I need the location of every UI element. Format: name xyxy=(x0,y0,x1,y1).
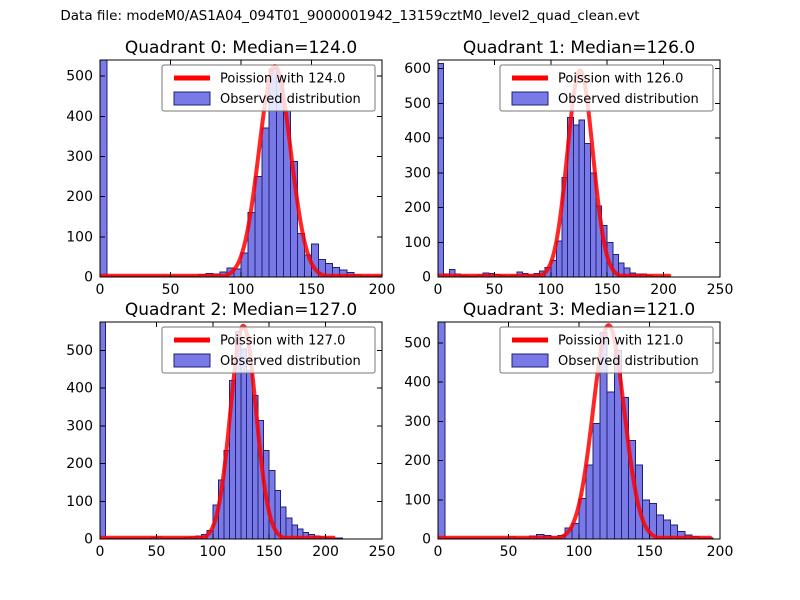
svg-text:0: 0 xyxy=(96,282,105,298)
svg-text:500: 500 xyxy=(404,96,431,112)
y-tick-labels: 0 100 200 300 400 500 xyxy=(404,335,431,547)
svg-text:0: 0 xyxy=(434,544,443,560)
figure-title: Data file: modeM0/AS1A04_094T01_90000019… xyxy=(60,8,640,24)
svg-text:200: 200 xyxy=(707,544,734,560)
legend: Poission with 126.0 Observed distribution xyxy=(499,64,714,112)
x-tick-labels: 0 50 100 150 200 xyxy=(434,544,734,560)
svg-text:300: 300 xyxy=(66,418,93,434)
axes-frame xyxy=(437,59,721,278)
svg-text:500: 500 xyxy=(404,335,431,351)
poisson-fit-curve xyxy=(437,323,713,540)
svg-text:200: 200 xyxy=(312,544,339,560)
svg-text:100: 100 xyxy=(199,544,226,560)
svg-text:300: 300 xyxy=(66,149,93,165)
svg-text:100: 100 xyxy=(566,544,593,560)
legend: Poission with 127.0 Observed distribution xyxy=(161,326,376,374)
y-tick-labels: 0 100 200 300 400 500 xyxy=(66,343,93,548)
subplot-title: Quadrant 2: Median=127.0 xyxy=(125,300,357,320)
svg-text:400: 400 xyxy=(66,109,93,125)
svg-text:150: 150 xyxy=(256,544,283,560)
quadrant-3-plot: 0 50 100 150 200 0 100 200 300 400 500 Quadrant 3: … xyxy=(404,300,733,560)
legend-box xyxy=(499,64,714,112)
svg-text:50: 50 xyxy=(485,282,503,298)
axis-ticks xyxy=(99,60,383,278)
legend: Poission with 121.0 Observed distribution xyxy=(499,326,714,374)
svg-text:0: 0 xyxy=(422,270,431,286)
svg-text:600: 600 xyxy=(404,61,431,77)
legend-patch-sample xyxy=(511,353,549,368)
subplot-title: Quadrant 1: Median=126.0 xyxy=(463,38,695,58)
poisson-fit-curve xyxy=(99,323,336,540)
legend-observed-label: Observed distribution xyxy=(220,354,361,369)
svg-text:150: 150 xyxy=(636,544,663,560)
quadrant-2-plot: 0 50 100 150 200 250 0 100 200 300 400 500 Quadrant … xyxy=(66,300,395,560)
legend: Poission with 124.0 Observed distribution xyxy=(161,64,376,112)
svg-text:250: 250 xyxy=(707,282,734,298)
subplot-title: Quadrant 0: Median=124.0 xyxy=(125,38,357,58)
svg-text:150: 150 xyxy=(594,282,621,298)
svg-text:100: 100 xyxy=(537,282,564,298)
svg-text:100: 100 xyxy=(404,235,431,251)
svg-text:100: 100 xyxy=(66,229,93,245)
legend-poisson-label: Poission with 127.0 xyxy=(220,334,345,349)
legend-patch-sample xyxy=(511,91,549,106)
svg-text:150: 150 xyxy=(298,282,325,298)
x-tick-labels: 0 50 100 150 200 250 xyxy=(96,544,396,560)
svg-text:100: 100 xyxy=(404,492,431,508)
svg-text:200: 200 xyxy=(650,282,677,298)
svg-text:0: 0 xyxy=(422,532,431,548)
svg-text:50: 50 xyxy=(147,544,165,560)
svg-text:200: 200 xyxy=(66,456,93,472)
axes-frame xyxy=(99,321,383,540)
legend-poisson-label: Poission with 124.0 xyxy=(220,72,345,87)
svg-text:400: 400 xyxy=(66,381,93,397)
svg-text:200: 200 xyxy=(369,282,396,298)
svg-text:50: 50 xyxy=(500,544,518,560)
svg-text:0: 0 xyxy=(84,270,93,286)
x-tick-labels: 0 50 100 150 200 250 xyxy=(434,282,734,298)
svg-text:200: 200 xyxy=(66,189,93,205)
svg-text:0: 0 xyxy=(84,532,93,548)
legend-patch-sample xyxy=(173,353,211,368)
y-tick-labels: 0 100 200 300 400 500 xyxy=(66,69,93,286)
y-tick-labels: 0 100 200 300 400 500 600 xyxy=(404,61,431,285)
svg-text:250: 250 xyxy=(369,544,396,560)
quadrant-0-plot: 0 50 100 150 200 0 100 200 300 400 500 Quadrant 0: … xyxy=(66,38,395,298)
x-tick-labels: 0 50 100 150 200 xyxy=(96,282,396,298)
legend-poisson-label: Poission with 126.0 xyxy=(558,72,683,87)
poisson-fit-curve xyxy=(437,68,672,278)
legend-box xyxy=(499,326,714,374)
legend-box xyxy=(161,326,376,374)
observed-distribution-bars xyxy=(99,321,344,540)
svg-text:500: 500 xyxy=(66,343,93,359)
subplot-title: Quadrant 3: Median=121.0 xyxy=(463,300,695,320)
legend-observed-label: Observed distribution xyxy=(220,92,361,107)
svg-text:500: 500 xyxy=(66,69,93,85)
quadrant-1-plot: 0 50 100 150 200 250 0 100 200 300 400 500 600 Quadra… xyxy=(404,38,733,298)
svg-text:0: 0 xyxy=(96,544,105,560)
legend-box xyxy=(161,64,376,112)
svg-text:300: 300 xyxy=(404,414,431,430)
legend-observed-label: Observed distribution xyxy=(558,354,699,369)
svg-text:400: 400 xyxy=(404,131,431,147)
poisson-fit-curve xyxy=(99,64,383,278)
svg-text:200: 200 xyxy=(404,200,431,216)
legend-poisson-label: Poission with 121.0 xyxy=(558,334,683,349)
axis-ticks xyxy=(99,322,383,540)
svg-text:100: 100 xyxy=(66,494,93,510)
legend-observed-label: Observed distribution xyxy=(558,92,699,107)
svg-text:300: 300 xyxy=(404,165,431,181)
legend-patch-sample xyxy=(173,91,211,106)
svg-text:50: 50 xyxy=(162,282,180,298)
axis-ticks xyxy=(437,322,721,540)
svg-text:0: 0 xyxy=(434,282,443,298)
svg-text:200: 200 xyxy=(404,453,431,469)
svg-text:400: 400 xyxy=(404,375,431,391)
svg-text:100: 100 xyxy=(228,282,255,298)
axis-ticks xyxy=(437,60,721,278)
